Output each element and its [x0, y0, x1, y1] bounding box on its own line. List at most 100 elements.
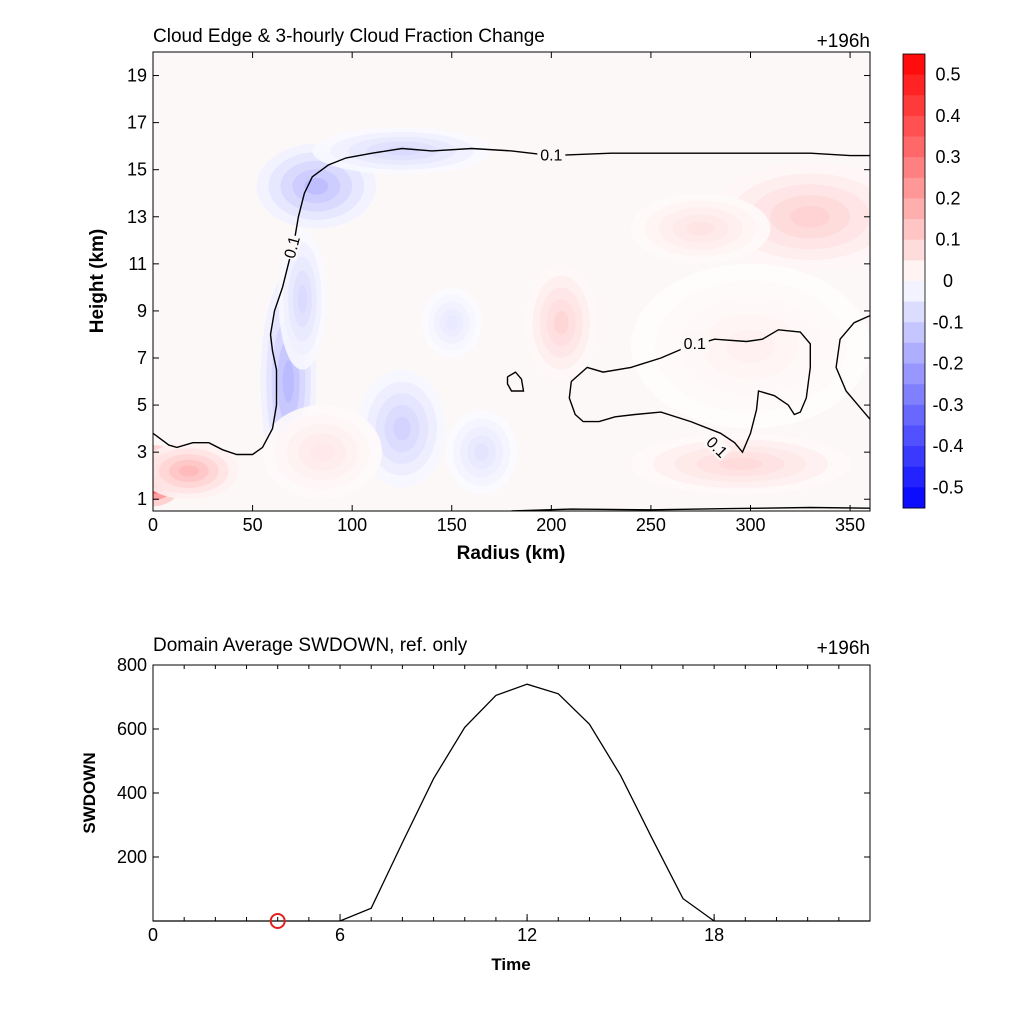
colorbar-label: 0.1: [935, 230, 960, 250]
y-tick-label: 400: [117, 783, 147, 803]
y-tick-label: 5: [137, 395, 147, 415]
colorbar-bin: [903, 54, 925, 76]
x-tick-label: 200: [536, 515, 566, 535]
heatmap-region: [310, 442, 335, 462]
colorbar-bin: [903, 281, 925, 303]
heatmap-region: [718, 457, 763, 471]
heatmap-region: [297, 285, 308, 314]
x-tick-label: 12: [517, 925, 537, 945]
heatmap-region: [554, 310, 569, 335]
heatmap-plot-area: [153, 52, 870, 511]
colorbar-bin: [903, 342, 925, 365]
colorbar-bin: [903, 301, 925, 323]
contour-line: [506, 371, 525, 392]
bottom-y-axis-label: SWDOWN: [80, 752, 99, 833]
heatmap-region: [178, 465, 199, 477]
colorbar-label: -0.5: [932, 477, 963, 497]
colorbar-bin: [903, 239, 925, 261]
swdown-series: [153, 683, 870, 929]
heatmap-region: [790, 205, 831, 228]
top-x-axis: 0 50 100 150 200 250 300 350: [148, 52, 865, 535]
colorbar-labels: 0.5 0.4 0.3 0.2 0.1 0 -0.1 -0.2 -0.3 -0.4 -0.5: [932, 65, 963, 498]
current-time-marker: [269, 913, 286, 929]
contour-label-bg: [537, 145, 566, 164]
y-tick-label: 1: [137, 489, 147, 509]
heatmap-region: [726, 329, 775, 363]
colorbar-bin: [903, 95, 925, 117]
colorbar-bin: [903, 466, 925, 488]
top-plot-frame: [152, 51, 871, 512]
colorbar-label: -0.3: [932, 395, 963, 415]
colorbar-bin: [903, 384, 925, 406]
y-tick-label: 200: [117, 847, 147, 867]
heatmap-region: [474, 443, 489, 461]
contour-label: 0.1: [282, 234, 304, 260]
colorbar-bin: [903, 404, 925, 426]
top-x-axis-label: Radius (km): [457, 543, 566, 564]
y-tick-label: 19: [127, 66, 147, 86]
x-tick-label: 0: [148, 925, 158, 945]
heatmap-region: [384, 146, 420, 156]
x-tick-label: 6: [335, 925, 345, 945]
top-y-axis-label: Height (km): [87, 229, 108, 334]
heatmap-fill-regions: [153, 127, 870, 507]
heatmap-region: [445, 315, 458, 330]
x-tick-label: 50: [243, 515, 263, 535]
y-tick-label: 15: [127, 160, 147, 180]
colorbar-bin: [903, 136, 925, 158]
colorbar-bin: [903, 198, 925, 220]
colorbar-bin: [903, 74, 925, 96]
colorbar-frame: [902, 53, 926, 509]
colorbar-label: -0.4: [932, 436, 963, 456]
contour-label-bg: [680, 333, 709, 352]
y-tick-label: 11: [128, 254, 147, 274]
colorbar-bin: [903, 487, 925, 509]
contour-line: [511, 506, 870, 511]
heatmap-region: [282, 360, 295, 403]
bottom-y-axis: 200 400 600 800: [117, 655, 870, 867]
colorbar: [903, 54, 925, 509]
colorbar-label: -0.1: [932, 312, 963, 332]
colorbar-bin: [903, 260, 925, 282]
heatmap-region: [686, 221, 715, 236]
colorbar-bin: [903, 446, 925, 468]
colorbar-bin: [903, 115, 925, 138]
x-tick-label: 18: [704, 925, 724, 945]
colorbar-bin: [903, 363, 925, 385]
x-tick-label: 300: [735, 515, 765, 535]
x-tick-label: 250: [636, 515, 666, 535]
y-tick-label: 3: [137, 442, 147, 462]
bottom-x-axis-label: Time: [491, 955, 530, 974]
colorbar-label: 0.4: [935, 106, 960, 126]
cloud-fraction-panel: Cloud Edge & 3-hourly Cloud Fraction Cha…: [87, 26, 964, 564]
x-tick-label: 100: [337, 515, 367, 535]
contour-label-bg: [280, 233, 303, 261]
contour-label: 0.1: [540, 148, 562, 165]
bottom-time-label: +196h: [817, 638, 870, 659]
x-tick-label: 350: [835, 515, 865, 535]
bottom-chart-title: Domain Average SWDOWN, ref. only: [153, 635, 468, 656]
y-tick-label: 9: [137, 301, 147, 321]
colorbar-bin: [903, 425, 925, 447]
swdown-panel: Domain Average SWDOWN, ref. only +196h 0…: [80, 635, 871, 974]
top-chart-title: Cloud Edge & 3-hourly Cloud Fraction Cha…: [153, 26, 545, 47]
bottom-x-axis: 0 6 12 18: [148, 665, 871, 945]
colorbar-label: 0.5: [935, 65, 960, 85]
colorbar-label: 0.3: [935, 147, 960, 167]
colorbar-bin: [903, 322, 925, 344]
y-tick-label: 17: [127, 113, 147, 133]
contour-label-bg: [703, 432, 732, 461]
contour-line: [835, 314, 870, 420]
top-time-label: +196h: [817, 31, 870, 52]
colorbar-bin: [903, 177, 925, 199]
x-tick-label: 0: [148, 515, 158, 535]
colorbar-bin: [903, 157, 925, 179]
y-tick-label: 600: [117, 719, 147, 739]
colorbar-label: 0: [943, 271, 953, 291]
colorbar-label: -0.2: [932, 354, 963, 374]
y-tick-label: 7: [137, 348, 147, 368]
contour-label: 0.1: [684, 336, 706, 353]
colorbar-bin: [903, 219, 925, 241]
